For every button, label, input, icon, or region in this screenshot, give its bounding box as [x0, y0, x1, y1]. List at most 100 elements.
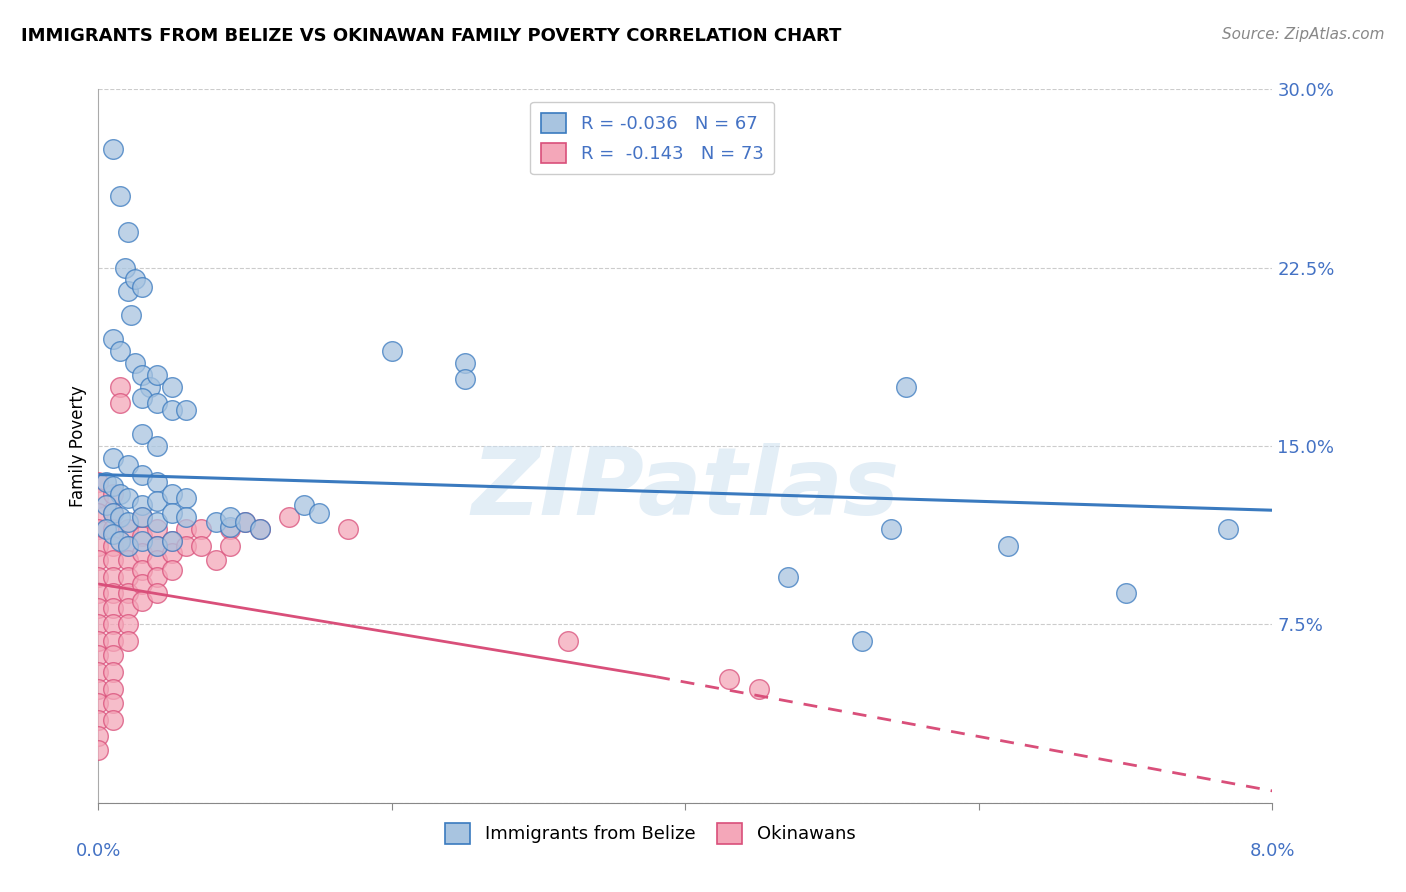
Y-axis label: Family Poverty: Family Poverty [69, 385, 87, 507]
Point [87, 665, 110, 679]
Point [124, 272, 146, 286]
Point [101, 142, 124, 156]
Point [117, 570, 139, 584]
Text: IMMIGRANTS FROM BELIZE VS OKINAWAN FAMILY POVERTY CORRELATION CHART: IMMIGRANTS FROM BELIZE VS OKINAWAN FAMIL… [21, 27, 841, 45]
Point [87, 617, 110, 632]
Point [131, 499, 153, 513]
Point [117, 522, 139, 536]
Point [278, 510, 301, 524]
Point [87, 570, 110, 584]
Point [101, 450, 124, 465]
Point [101, 332, 124, 346]
Point [146, 570, 169, 584]
Point [101, 522, 124, 536]
Point [87, 696, 110, 710]
Point [219, 522, 242, 536]
Point [117, 225, 139, 239]
Point [233, 515, 256, 529]
Point [110, 189, 132, 203]
Point [87, 553, 110, 567]
Point [87, 681, 110, 696]
Point [94, 475, 117, 489]
Point [219, 510, 242, 524]
Point [131, 467, 153, 482]
Point [117, 553, 139, 567]
Point [219, 520, 242, 534]
Point [117, 539, 139, 553]
Point [176, 510, 198, 524]
Point [160, 403, 183, 417]
Point [101, 665, 124, 679]
Point [292, 499, 315, 513]
Point [101, 617, 124, 632]
Point [124, 356, 146, 370]
Point [131, 563, 153, 577]
Point [146, 439, 169, 453]
Point [131, 593, 153, 607]
Point [101, 648, 124, 663]
Point [101, 479, 124, 493]
Point [110, 396, 132, 410]
Point [117, 539, 139, 553]
Point [190, 522, 212, 536]
Point [146, 553, 169, 567]
Point [110, 486, 132, 500]
Legend: Immigrants from Belize, Okinawans: Immigrants from Belize, Okinawans [434, 812, 866, 855]
Point [117, 634, 139, 648]
Point [117, 586, 139, 600]
Point [131, 392, 153, 406]
Point [205, 553, 228, 567]
Point [190, 539, 212, 553]
Point [205, 515, 228, 529]
Point [718, 672, 741, 686]
Point [101, 696, 124, 710]
Point [778, 570, 800, 584]
Point [146, 493, 169, 508]
Point [748, 681, 770, 696]
Point [249, 522, 271, 536]
Point [336, 522, 359, 536]
Text: 0.0%: 0.0% [76, 842, 121, 860]
Point [131, 368, 153, 382]
Point [176, 403, 198, 417]
Point [851, 634, 873, 648]
Point [110, 510, 132, 524]
Point [146, 522, 169, 536]
Point [117, 617, 139, 632]
Point [160, 546, 183, 560]
Point [117, 600, 139, 615]
Point [146, 368, 169, 382]
Point [997, 539, 1019, 553]
Point [233, 515, 256, 529]
Point [249, 522, 271, 536]
Point [87, 729, 110, 743]
Point [131, 529, 153, 543]
Text: ZIPatlas: ZIPatlas [471, 442, 900, 535]
Point [101, 600, 124, 615]
Point [454, 372, 477, 386]
Point [381, 343, 404, 358]
Point [101, 681, 124, 696]
Point [131, 427, 153, 442]
Point [146, 539, 169, 553]
Text: 8.0%: 8.0% [1250, 842, 1295, 860]
Point [87, 491, 110, 506]
Point [454, 356, 477, 370]
Point [176, 539, 198, 553]
Point [160, 534, 183, 549]
Point [131, 577, 153, 591]
Point [894, 379, 917, 393]
Point [101, 634, 124, 648]
Point [87, 743, 110, 757]
Point [160, 506, 183, 520]
Point [87, 648, 110, 663]
Point [110, 534, 132, 549]
Point [146, 396, 169, 410]
Point [131, 510, 153, 524]
Point [87, 600, 110, 615]
Point [160, 534, 183, 549]
Point [131, 546, 153, 560]
Point [87, 475, 110, 489]
Point [146, 515, 169, 529]
Point [87, 713, 110, 727]
